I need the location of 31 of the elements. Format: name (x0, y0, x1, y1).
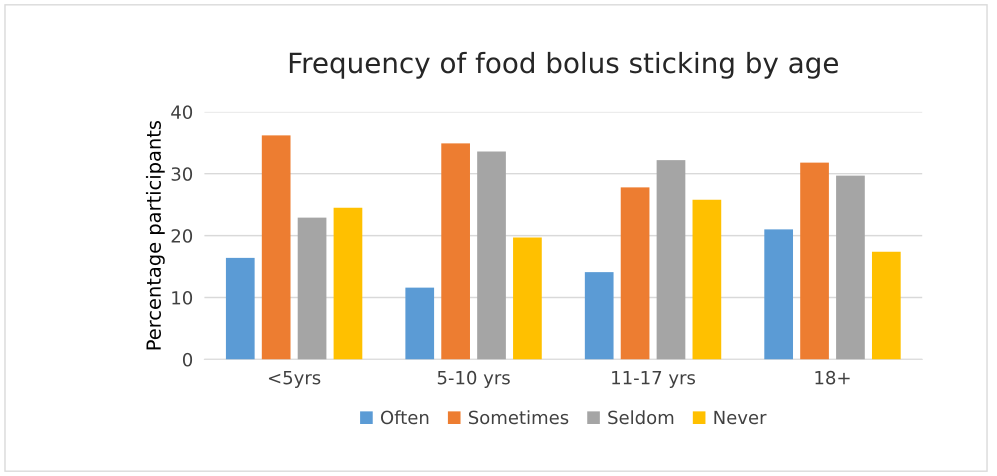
chart-title: Frequency of food bolus sticking by age (290, 52, 838, 79)
legend-label: Sometimes (468, 410, 568, 424)
bar (441, 143, 470, 360)
y-tick-label: 20 (172, 229, 192, 243)
bar (836, 176, 865, 360)
x-tick-label: 11-17 yrs (612, 371, 696, 388)
bar (764, 229, 794, 360)
y-tick-label: 30 (172, 167, 192, 181)
x-tick-label: <5yrs (268, 371, 320, 388)
y-tick-label: 0 (182, 352, 192, 366)
bar (584, 272, 614, 360)
bar (620, 187, 650, 360)
bar (226, 258, 255, 360)
legend-label: Seldom (608, 410, 674, 424)
bar (656, 160, 686, 360)
x-tick-label: 18+ (815, 370, 850, 384)
bar (513, 237, 542, 360)
bar (872, 252, 901, 360)
bar (692, 200, 722, 360)
y-axis-title: Percentage participants (146, 120, 165, 350)
legend-label: Often (380, 410, 428, 424)
bar (477, 151, 506, 360)
bar (298, 218, 326, 360)
x-tick-label: 5-10 yrs (438, 370, 510, 388)
y-tick-label: 40 (171, 105, 192, 119)
bar (800, 162, 829, 360)
bar (405, 288, 434, 360)
bar (262, 135, 291, 360)
bar (334, 208, 362, 360)
legend-label: Never (714, 410, 767, 424)
y-tick-label: 10 (172, 290, 192, 305)
